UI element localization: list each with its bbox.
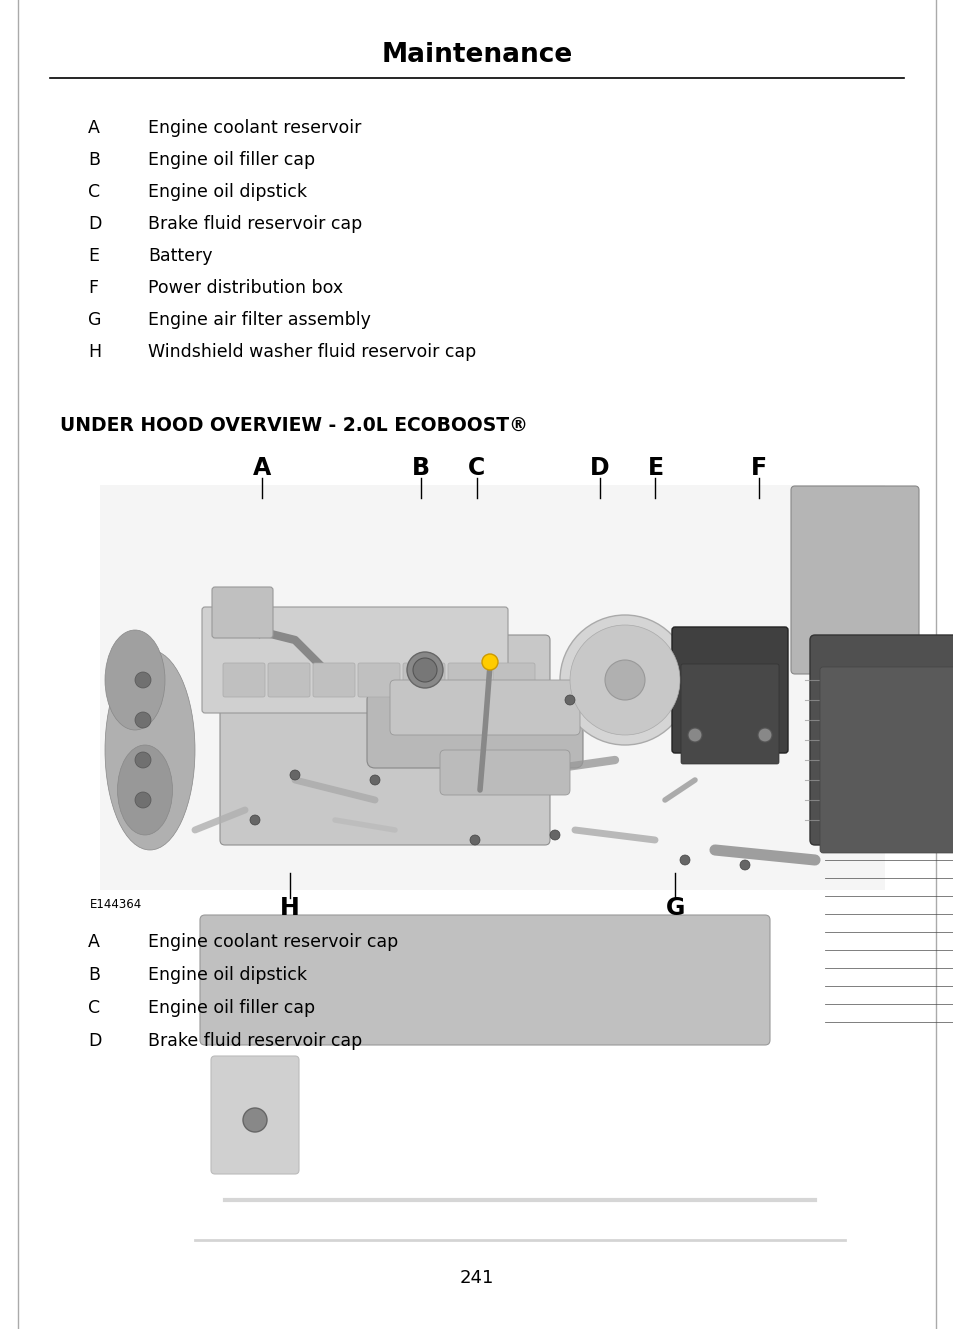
- Text: C: C: [88, 999, 100, 1017]
- Text: G: G: [665, 896, 684, 920]
- Circle shape: [135, 672, 151, 688]
- FancyBboxPatch shape: [212, 587, 273, 638]
- Ellipse shape: [105, 630, 165, 730]
- Text: A: A: [88, 933, 100, 952]
- Text: A: A: [88, 120, 100, 137]
- Circle shape: [250, 815, 260, 825]
- Text: Engine oil dipstick: Engine oil dipstick: [148, 966, 307, 983]
- FancyBboxPatch shape: [367, 692, 582, 768]
- Circle shape: [481, 654, 497, 670]
- Text: Power distribution box: Power distribution box: [148, 279, 343, 296]
- Text: F: F: [88, 279, 98, 296]
- FancyBboxPatch shape: [402, 663, 444, 696]
- Text: C: C: [88, 183, 100, 201]
- Circle shape: [243, 1108, 267, 1132]
- Text: D: D: [88, 215, 101, 233]
- FancyBboxPatch shape: [680, 664, 779, 764]
- Circle shape: [135, 712, 151, 728]
- FancyBboxPatch shape: [439, 750, 569, 795]
- FancyBboxPatch shape: [223, 663, 265, 696]
- Circle shape: [290, 769, 299, 780]
- Circle shape: [559, 615, 689, 746]
- Text: Brake fluid reservoir cap: Brake fluid reservoir cap: [148, 1033, 362, 1050]
- Circle shape: [564, 695, 575, 704]
- Circle shape: [758, 728, 771, 742]
- Text: E: E: [88, 247, 99, 264]
- Text: Engine oil filler cap: Engine oil filler cap: [148, 152, 314, 169]
- Text: B: B: [88, 152, 100, 169]
- FancyBboxPatch shape: [357, 663, 399, 696]
- Text: UNDER HOOD OVERVIEW - 2.0L ECOBOOST®: UNDER HOOD OVERVIEW - 2.0L ECOBOOST®: [60, 416, 527, 435]
- FancyBboxPatch shape: [671, 627, 787, 754]
- FancyBboxPatch shape: [390, 680, 579, 735]
- Text: G: G: [88, 311, 101, 330]
- FancyBboxPatch shape: [448, 663, 490, 696]
- Bar: [100, 485, 884, 890]
- Circle shape: [550, 831, 559, 840]
- Circle shape: [407, 653, 442, 688]
- Circle shape: [135, 792, 151, 808]
- Circle shape: [687, 728, 701, 742]
- Circle shape: [135, 752, 151, 768]
- Text: Battery: Battery: [148, 247, 213, 264]
- FancyBboxPatch shape: [268, 663, 310, 696]
- FancyBboxPatch shape: [220, 635, 550, 845]
- FancyBboxPatch shape: [200, 914, 769, 1045]
- Circle shape: [413, 658, 436, 682]
- FancyBboxPatch shape: [211, 1057, 298, 1174]
- Bar: [95, 480, 889, 894]
- Text: Engine air filter assembly: Engine air filter assembly: [148, 311, 371, 330]
- Text: E144364: E144364: [90, 898, 142, 912]
- Text: C: C: [468, 456, 485, 480]
- Text: Brake fluid reservoir cap: Brake fluid reservoir cap: [148, 215, 362, 233]
- FancyBboxPatch shape: [809, 635, 953, 845]
- Text: Engine coolant reservoir cap: Engine coolant reservoir cap: [148, 933, 397, 952]
- Text: E: E: [647, 456, 663, 480]
- Ellipse shape: [117, 746, 172, 835]
- Text: D: D: [589, 456, 609, 480]
- Circle shape: [679, 855, 689, 865]
- Circle shape: [569, 625, 679, 735]
- Circle shape: [370, 775, 379, 785]
- Circle shape: [470, 835, 479, 845]
- Text: Maintenance: Maintenance: [381, 43, 572, 68]
- Text: D: D: [88, 1033, 101, 1050]
- FancyBboxPatch shape: [202, 607, 507, 712]
- Text: H: H: [88, 343, 101, 361]
- Circle shape: [740, 860, 749, 870]
- Ellipse shape: [105, 650, 194, 851]
- FancyBboxPatch shape: [820, 667, 953, 853]
- FancyBboxPatch shape: [790, 486, 918, 674]
- Text: H: H: [279, 896, 299, 920]
- FancyBboxPatch shape: [493, 663, 535, 696]
- Text: B: B: [412, 456, 430, 480]
- Text: F: F: [750, 456, 766, 480]
- Text: Engine coolant reservoir: Engine coolant reservoir: [148, 120, 361, 137]
- Text: B: B: [88, 966, 100, 983]
- Text: Windshield washer fluid reservoir cap: Windshield washer fluid reservoir cap: [148, 343, 476, 361]
- Circle shape: [604, 661, 644, 700]
- Text: 241: 241: [459, 1269, 494, 1286]
- FancyBboxPatch shape: [313, 663, 355, 696]
- Text: A: A: [253, 456, 271, 480]
- Text: Engine oil filler cap: Engine oil filler cap: [148, 999, 314, 1017]
- Text: Engine oil dipstick: Engine oil dipstick: [148, 183, 307, 201]
